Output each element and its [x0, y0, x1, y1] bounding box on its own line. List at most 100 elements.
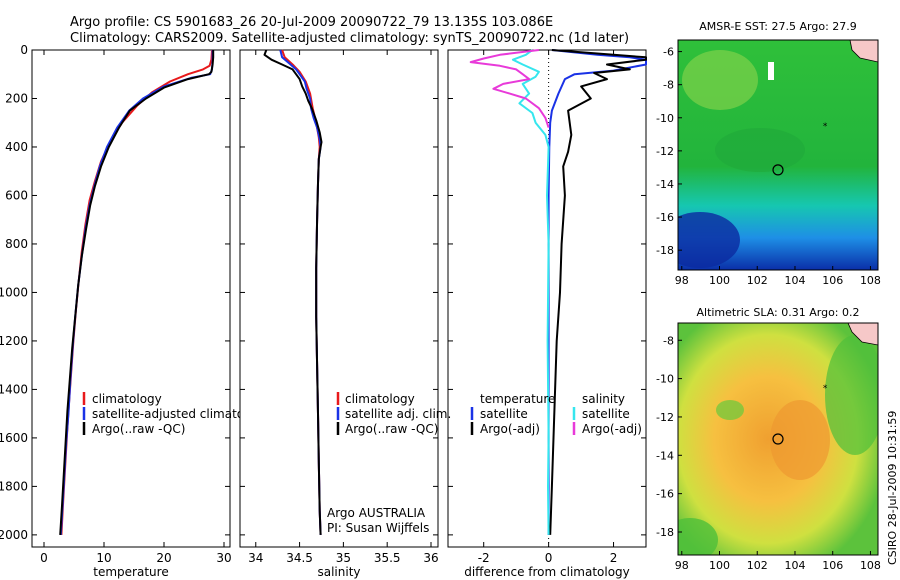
sst-map-ticks: 98 100 102 104 106 108 -6 -8 -10 -12 -14 -16 -18 — [656, 46, 881, 287]
difference-panel: -2 0 2 difference from climatology tempera… — [447, 49, 647, 579]
temperature-axes-frame — [31, 49, 231, 548]
map-x-tick-label: 106 — [822, 559, 843, 572]
salinity-panel: 34 34.5 35 35.5 36 salinity climatology sate… — [239, 49, 451, 579]
y-tick-label: 200 — [5, 91, 28, 105]
credit-stamp: CSIRO 28-Jul-2009 10:31:59 — [886, 411, 899, 565]
map-x-tick-label: 102 — [747, 559, 768, 572]
profile-location-marker — [772, 433, 784, 445]
map-x-tick-label: 100 — [709, 274, 730, 287]
x-tick-label: 20 — [156, 551, 171, 565]
difference-legend: temperature satellite Argo(-adj) salinit… — [470, 392, 642, 436]
y-tick-label: 800 — [5, 237, 28, 251]
legend-label-satellite-adj: satellite adj. clim. — [345, 407, 451, 421]
sst-heatmap-patches — [678, 40, 878, 268]
header-line-2: Climatology: CARS2009. Satellite-adjuste… — [70, 31, 629, 46]
y-tick-label: 1600 — [0, 431, 28, 445]
map-x-tick-label: 98 — [675, 559, 689, 572]
sla-southwest-low-patch — [678, 518, 718, 555]
x-tick-label: 0 — [545, 551, 553, 565]
map-y-tick-label: -16 — [656, 211, 674, 224]
legend-label-sal-satellite: satellite — [582, 407, 630, 421]
map-y-tick-label: -14 — [656, 178, 674, 191]
temperature-ticks: 0 10 20 30 0 200 400 600 800 1000 1200 1400 1600 1800… — [0, 43, 232, 565]
map-y-tick-label: -10 — [656, 373, 674, 386]
map-x-tick-label: 108 — [860, 274, 881, 287]
map-x-tick-label: 106 — [822, 274, 843, 287]
y-tick-label: 0 — [20, 43, 28, 57]
profile-location-marker — [772, 164, 784, 176]
map-y-tick-label: -18 — [656, 244, 674, 257]
x-tick-label: 35.5 — [374, 551, 401, 565]
map-y-tick-label: -8 — [663, 79, 674, 92]
y-tick-label: 1400 — [0, 382, 28, 396]
salinity-x-label: salinity — [317, 565, 360, 579]
salinity-legend: climatology satellite adj. clim. Argo(..… — [336, 392, 451, 436]
sla-map-frame — [677, 322, 879, 556]
sla-map-ticks: 98 100 102 104 106 108 -8 -10 -12 -14 -16 -18 — [656, 334, 881, 572]
legend-label-temp-satellite: satellite — [480, 407, 528, 421]
sla-east-low-patch — [825, 335, 878, 455]
temperature-legend: climatology satellite-adjusted climatolo… — [82, 392, 270, 436]
legend-label-climatology: climatology — [345, 392, 415, 406]
x-tick-label: 2 — [610, 551, 618, 565]
legend-label-temperature: temperature — [480, 392, 555, 406]
difference-series — [469, 49, 647, 535]
salinity-axes-frame — [239, 49, 439, 548]
sst-map-markers: * — [772, 122, 828, 176]
x-tick-label: 0 — [40, 551, 48, 565]
difference-axes-frame — [447, 49, 647, 548]
pi-annotation: PI: Susan Wijffels — [327, 521, 429, 535]
map-x-tick-label: 100 — [709, 559, 730, 572]
series-line-argo-raw-qc — [59, 50, 215, 535]
sst-warm-patch — [682, 50, 758, 110]
salinity-ticks: 34 34.5 35 35.5 36 — [240, 49, 439, 565]
x-tick-label: -2 — [478, 551, 490, 565]
legend-label-climatology: climatology — [92, 392, 162, 406]
legend-label-temp-argo: Argo(-adj) — [480, 422, 540, 436]
temperature-series — [59, 49, 215, 535]
map-y-tick-label: -10 — [656, 112, 674, 125]
x-tick-label: 34.5 — [286, 551, 313, 565]
sla-map-title: Altimetric SLA: 0.31 Argo: 0.2 — [696, 306, 859, 319]
series-line-salinity-argo-adj — [469, 49, 550, 128]
legend-label-argo: Argo(..raw -QC) — [92, 422, 185, 436]
map-y-tick-label: -8 — [663, 334, 674, 347]
map-y-tick-label: -18 — [656, 526, 674, 539]
sla-map-markers: * — [772, 384, 828, 445]
map-y-tick-label: -14 — [656, 449, 674, 462]
temperature-x-label: temperature — [93, 565, 168, 579]
map-x-tick-label: 98 — [675, 274, 689, 287]
other-float-marker: * — [823, 384, 828, 394]
y-tick-label: 1200 — [0, 334, 28, 348]
legend-label-sal-argo: Argo(-adj) — [582, 422, 642, 436]
x-tick-label: 34 — [248, 551, 263, 565]
x-tick-label: 30 — [216, 551, 231, 565]
sla-low-patch — [716, 400, 744, 420]
y-tick-label: 400 — [5, 140, 28, 154]
land-mask — [847, 323, 878, 346]
land-mask — [849, 40, 878, 63]
series-line-salinity-satellite — [511, 49, 550, 535]
difference-ticks: -2 0 2 — [448, 49, 646, 565]
x-tick-label: 10 — [96, 551, 111, 565]
sst-deep-cold-patch — [678, 212, 740, 268]
map-y-tick-label: -12 — [656, 411, 674, 424]
header-line-1: Argo profile: CS 5901683_26 20-Jul-2009 … — [70, 15, 553, 30]
y-tick-label: 600 — [5, 188, 28, 202]
map-x-tick-label: 104 — [784, 274, 805, 287]
map-y-tick-label: -12 — [656, 145, 674, 158]
sla-heatmap-patches — [678, 323, 878, 555]
map-x-tick-label: 104 — [784, 559, 805, 572]
map-y-tick-label: -16 — [656, 488, 674, 501]
series-line-temperature-satellite — [547, 49, 647, 535]
map-y-tick-label: -6 — [663, 46, 674, 59]
series-line-satellite-adjusted-climatology — [59, 50, 214, 535]
series-line-argo-raw-qc — [263, 49, 323, 535]
temperature-panel: 0 10 20 30 0 200 400 600 800 1000 1200 1400 1600 1800… — [0, 43, 270, 579]
sst-map-panel: AMSR-E SST: 27.5 Argo: 27.9 — [656, 20, 881, 287]
series-line-climatology — [60, 49, 213, 535]
argo-program-annotation: Argo AUSTRALIA — [327, 506, 426, 520]
series-line-temperature-argo-adj — [549, 49, 647, 535]
salinity-series — [263, 49, 323, 535]
